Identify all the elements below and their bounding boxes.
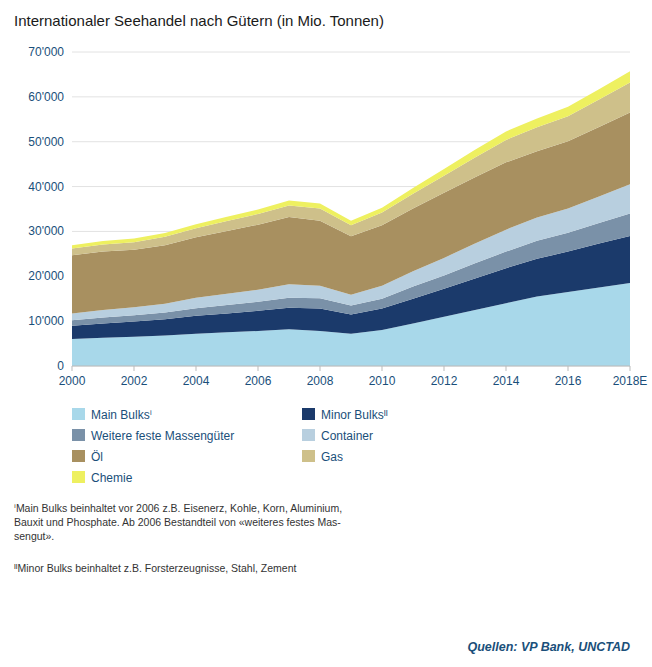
grid-line (72, 366, 630, 367)
y-tick-label: 20'000 (28, 269, 64, 283)
footnote-line: sengut». (14, 530, 54, 542)
x-tick (320, 366, 321, 371)
y-tick-label: 50'000 (28, 135, 64, 149)
x-tick (568, 366, 569, 371)
x-tick-label: 2000 (59, 374, 86, 388)
y-tick-label: 60'000 (28, 90, 64, 104)
x-tick-label: 2016 (555, 374, 582, 388)
legend-swatch (72, 429, 85, 441)
footnote: ⁱMain Bulks beinhaltet vor 2006 z.B. Eis… (14, 502, 342, 542)
x-tick (134, 366, 135, 371)
x-tick (196, 366, 197, 371)
legend-swatch (302, 429, 315, 441)
area (72, 71, 630, 248)
page: {"chart_data": { "type": "area", "stacke… (0, 0, 652, 667)
footnote-line: ⁱMain Bulks beinhaltet vor 2006 z.B. Eis… (14, 502, 342, 514)
y-tick-label: 30'000 (28, 224, 64, 238)
legend-swatch (72, 471, 85, 483)
legend-swatch (302, 450, 315, 462)
x-tick-label: 2004 (183, 374, 210, 388)
footnote-line: ᴵᴵMinor Bulks beinhaltet z.B. Forsterzeu… (14, 562, 297, 574)
x-tick-label: 2008 (307, 374, 334, 388)
x-tick-label: 2010 (369, 374, 396, 388)
footnote-line: Bauxit und Phosphate. Ab 2006 Bestandtei… (14, 516, 341, 528)
x-tick (382, 366, 383, 371)
y-tick-label: 70'000 (28, 45, 64, 59)
x-tick-label: 2002 (121, 374, 148, 388)
y-grid (72, 52, 630, 366)
source: Quellen: VP Bank, UNCTAD (467, 640, 630, 654)
legend: Main Bulksⁱ Minor Bulksᴵᴵ Weitere feste Ma… (72, 408, 388, 485)
legend-label: Container (321, 429, 373, 443)
x-axis-line (72, 366, 630, 367)
x-tick (72, 366, 73, 371)
x-tick-label: 2014 (493, 374, 520, 388)
x-tick-label: 2006 (245, 374, 272, 388)
footnote: ᴵᴵMinor Bulks beinhaltet z.B. Forsterzeu… (14, 562, 297, 574)
legend-label: Weitere feste Massengüter (91, 429, 234, 443)
legend-swatch (72, 408, 85, 420)
x-tick (630, 366, 631, 371)
areas (72, 71, 630, 366)
chart: Internationaler Seehandel nach Gütern (i… (0, 0, 652, 667)
legend-label: Öl (91, 450, 103, 464)
title: Internationaler Seehandel nach Gütern (i… (14, 12, 384, 29)
x-tick-label: 2012 (431, 374, 458, 388)
y-tick-label: 10'000 (28, 314, 64, 328)
x-tick (506, 366, 507, 371)
y-tick-label: 0 (57, 359, 64, 373)
legend-label: Main Bulksⁱ (91, 408, 152, 422)
legend-swatch (72, 450, 85, 462)
legend-label: Minor Bulksᴵᴵ (321, 408, 388, 422)
x-tick-label: 2018E (613, 374, 648, 388)
area (72, 83, 630, 256)
grid-line (72, 96, 630, 97)
legend-label: Gas (321, 450, 343, 464)
x-tick (258, 366, 259, 371)
y-tick-label: 40'000 (28, 180, 64, 194)
x-tick (444, 366, 445, 371)
grid-line (72, 52, 630, 53)
legend-label: Chemie (91, 471, 133, 485)
legend-swatch (302, 408, 315, 420)
